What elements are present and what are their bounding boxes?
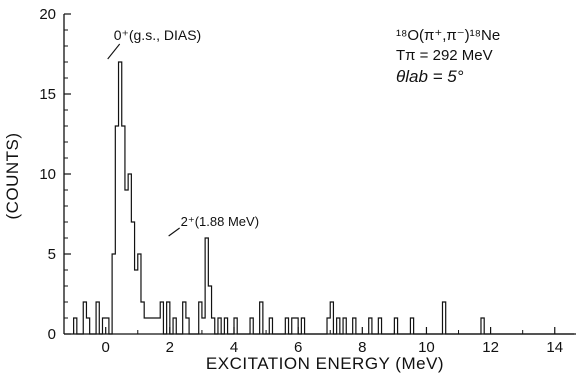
annotation-ground-state: 0⁺(g.s., DIAS) [114,27,202,43]
reaction-label: ¹⁸O(π⁺,π⁻)¹⁸Ne Tπ = 292 MeV θlab = 5° [396,27,500,86]
x-tick-label: 0 [102,339,110,356]
y-tick-label: 0 [48,326,56,343]
annotation-first-excited: 2⁺(1.88 MeV) [181,214,259,229]
annotation-arrow [107,43,121,60]
annotation-arrow [168,227,180,237]
y-axis-title: (COUNTS) [3,132,22,219]
histogram-trace [73,61,576,335]
y-tick-label: 10 [39,166,56,183]
x-tick-label: 14 [546,339,563,356]
x-tick-label: 8 [358,339,366,356]
y-tick-label: 20 [39,6,56,23]
x-tick-label: 4 [230,339,238,356]
x-tick-label: 10 [418,339,435,356]
reaction-line1: ¹⁸O(π⁺,π⁻)¹⁸Ne [396,27,500,44]
y-tick-label: 5 [48,246,56,263]
x-axis-title: EXCITATION ENERGY (MeV) [206,354,444,373]
reaction-line2: Tπ = 292 MeV [396,47,493,64]
x-tick-label: 6 [294,339,302,356]
annotations: 0⁺(g.s., DIAS) 2⁺(1.88 MeV) [107,27,259,237]
reaction-line3: θlab = 5° [396,67,464,86]
y-tick-label: 15 [39,86,56,103]
ticks: 0 5 10 15 20 0 2 4 6 8 10 12 14 [39,6,563,356]
x-tick-label: 12 [482,339,499,356]
x-tick-label: 2 [166,339,174,356]
